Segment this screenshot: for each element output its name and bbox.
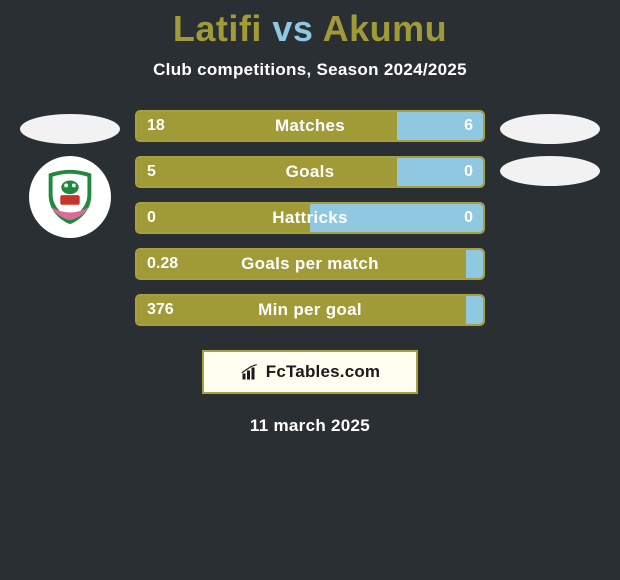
stat-bar-row: Matches 18 6 xyxy=(135,110,485,142)
player2-team-placeholder xyxy=(500,156,600,186)
stat-bar-left xyxy=(137,158,397,186)
content-row: Matches 18 6 Goals 5 0 Hattricks 0 0 Goals per ma… xyxy=(0,110,620,326)
player1-name: Latifi xyxy=(173,8,262,49)
player1-badge-placeholder xyxy=(20,114,120,144)
left-column xyxy=(15,110,125,238)
brand-box: FcTables.com xyxy=(202,350,418,394)
stat-value-right: 6 xyxy=(464,117,473,135)
stat-bar-row: Min per goal 376 xyxy=(135,294,485,326)
stat-bar-row: Hattricks 0 0 xyxy=(135,202,485,234)
shield-crest-icon xyxy=(39,166,101,228)
vs-separator: vs xyxy=(272,8,313,49)
comparison-card: Latifi vs Akumu Club competitions, Seaso… xyxy=(0,0,620,436)
date-text: 11 march 2025 xyxy=(0,416,620,436)
stat-value-left: 0.28 xyxy=(147,255,178,273)
stat-value-left: 18 xyxy=(147,117,165,135)
right-column xyxy=(495,110,605,186)
stat-label: Hattricks xyxy=(272,208,347,228)
stat-bar-row: Goals 5 0 xyxy=(135,156,485,188)
stat-bar-left xyxy=(137,112,397,140)
page-title: Latifi vs Akumu xyxy=(0,8,620,50)
stat-label: Matches xyxy=(275,116,345,136)
stat-label: Goals xyxy=(286,162,335,182)
stat-value-left: 0 xyxy=(147,209,156,227)
stat-value-left: 5 xyxy=(147,163,156,181)
stat-value-right: 0 xyxy=(464,209,473,227)
stat-label: Goals per match xyxy=(241,254,379,274)
stat-value-right: 0 xyxy=(464,163,473,181)
stat-value-left: 376 xyxy=(147,301,174,319)
stat-bars: Matches 18 6 Goals 5 0 Hattricks 0 0 Goals per ma… xyxy=(135,110,485,326)
stat-bar-right xyxy=(466,250,483,278)
stat-bar-right xyxy=(466,296,483,324)
player2-badge-placeholder xyxy=(500,114,600,144)
bar-chart-icon xyxy=(240,363,260,381)
stat-label: Min per goal xyxy=(258,300,362,320)
player2-name: Akumu xyxy=(323,8,448,49)
subtitle: Club competitions, Season 2024/2025 xyxy=(0,60,620,80)
brand-text: FcTables.com xyxy=(266,362,381,382)
player1-team-logo xyxy=(29,156,111,238)
stat-bar-row: Goals per match 0.28 xyxy=(135,248,485,280)
